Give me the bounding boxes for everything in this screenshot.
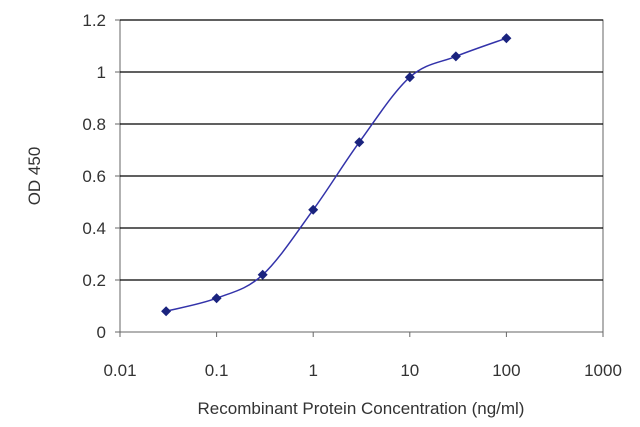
data-point (450, 51, 461, 62)
grid (120, 19, 603, 281)
data-point (211, 293, 222, 304)
x-axis-label: Recombinant Protein Concentration (ng/ml… (198, 399, 525, 418)
y-tick-label: 1.2 (82, 11, 106, 30)
y-tick-label: 0.6 (82, 167, 106, 186)
y-axis-label: OD 450 (25, 147, 44, 206)
data-points (161, 33, 512, 317)
data-point (404, 72, 415, 83)
data-point (257, 269, 268, 280)
y-tick-label: 0 (97, 323, 106, 342)
x-tick-label: 10 (400, 361, 419, 380)
y-tick-label: 0.2 (82, 271, 106, 290)
x-ticks: 0.01 0.1 1 10 100 1000 (103, 332, 622, 380)
series-curve (165, 37, 507, 312)
x-tick-label: 1000 (584, 361, 622, 380)
data-point (501, 33, 512, 44)
data-point (354, 137, 365, 148)
y-tick-label: 0.8 (82, 115, 106, 134)
y-ticks: 0 0.2 0.4 0.6 0.8 1 1.2 (82, 11, 120, 342)
x-tick-label: 0.01 (103, 361, 136, 380)
x-tick-label: 0.1 (205, 361, 229, 380)
data-point (308, 204, 319, 215)
x-tick-label: 100 (492, 361, 520, 380)
y-tick-label: 1 (97, 63, 106, 82)
x-tick-label: 1 (308, 361, 317, 380)
data-point (161, 306, 172, 317)
y-tick-label: 0.4 (82, 219, 106, 238)
